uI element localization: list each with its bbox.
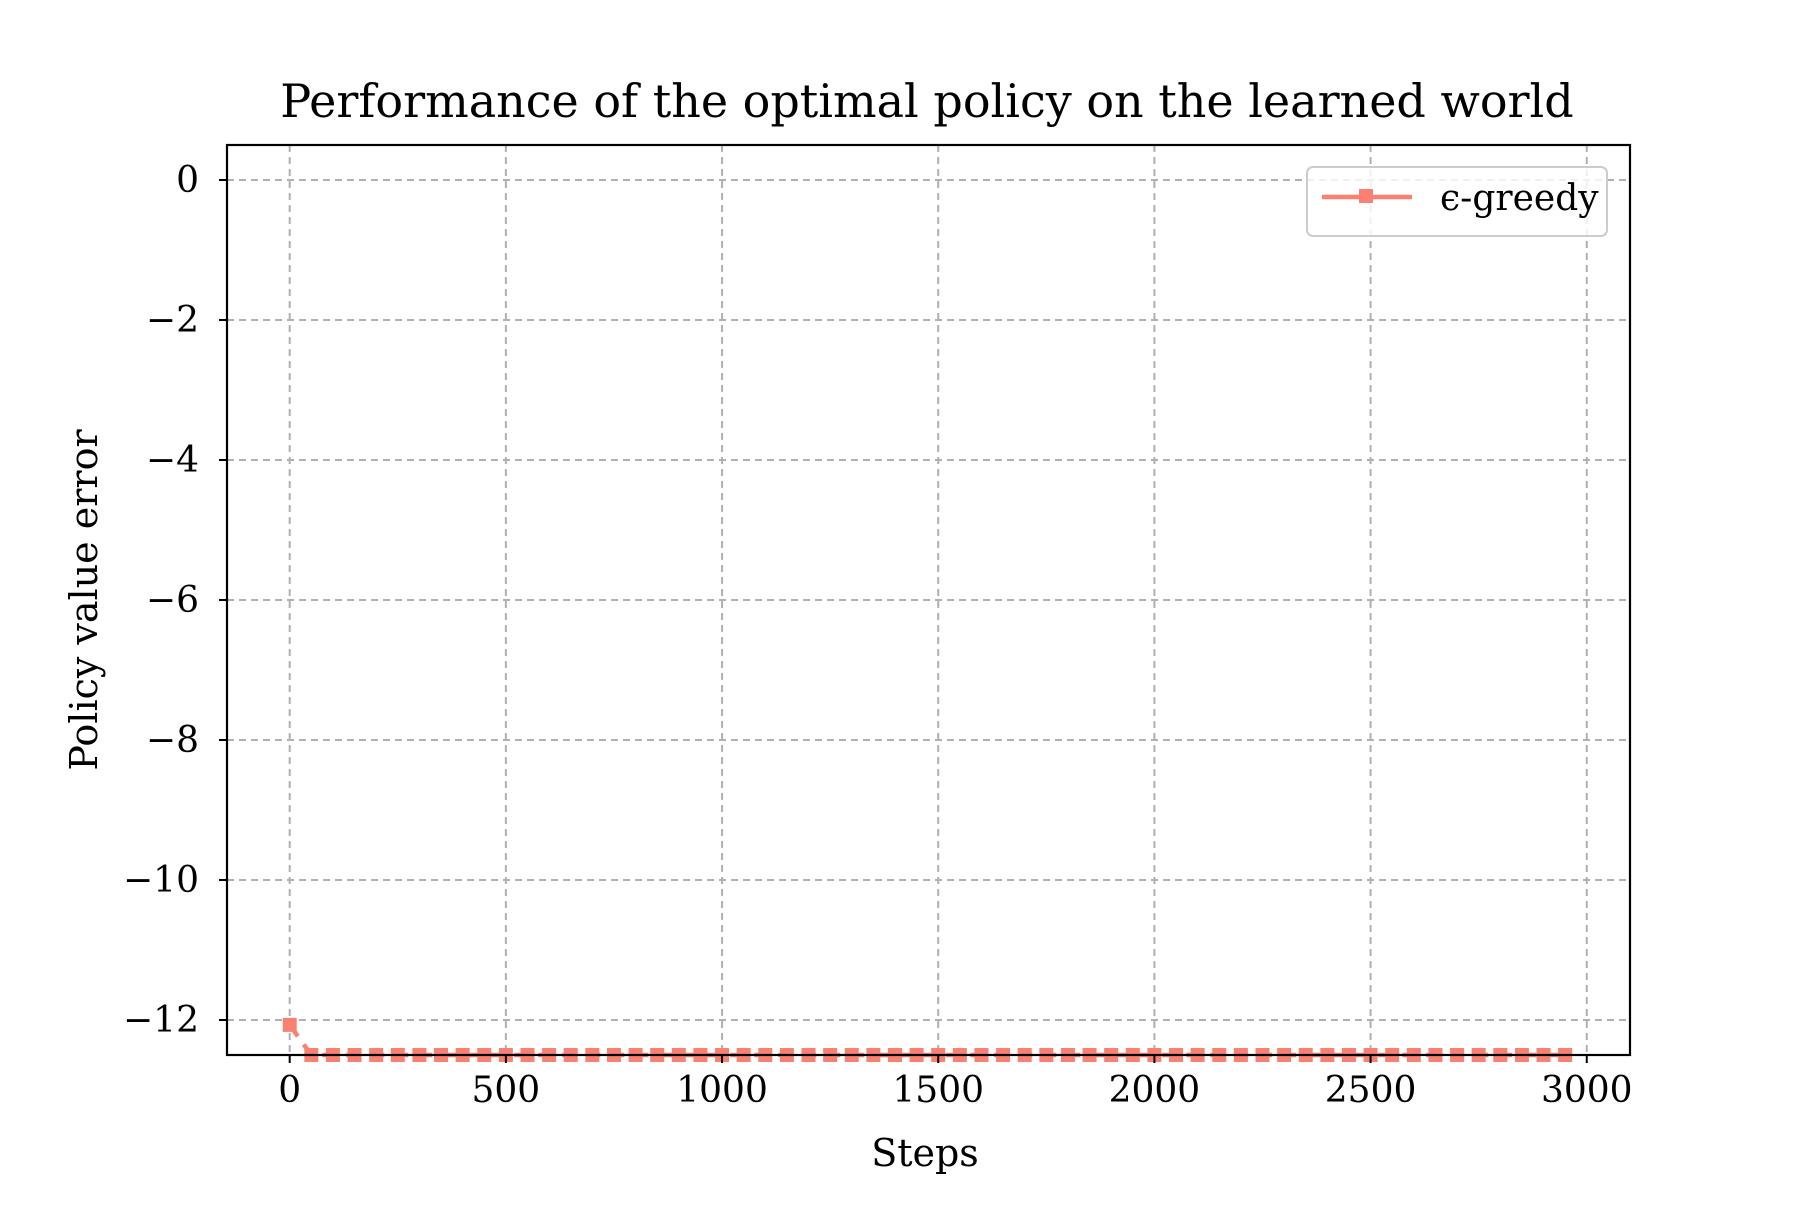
x-tick-label: 2500 [1325, 1070, 1417, 1111]
x-tick-label: 3000 [1541, 1070, 1633, 1111]
y-tick-label: −12 [123, 1000, 199, 1041]
x-tick-label: 500 [472, 1070, 541, 1111]
legend-box [1306, 166, 1608, 237]
x-tick-label: 2000 [1109, 1070, 1201, 1111]
legend-label: ϵ-greedy [1440, 178, 1599, 219]
legend-square-marker [1359, 189, 1373, 203]
y-tick-label: −6 [146, 580, 199, 621]
x-axis-title: Steps [871, 1131, 979, 1175]
y-axis: 0 −2 −4 −6 −8 −10 −12 [123, 160, 227, 1041]
y-tick-label: −4 [146, 440, 199, 481]
y-tick-label: −8 [146, 720, 199, 761]
data-point-marker [282, 1017, 297, 1032]
x-tick-label: 0 [278, 1070, 301, 1111]
x-tick-label: 1500 [892, 1070, 984, 1111]
y-tick-label: −10 [123, 860, 199, 901]
y-tick-label: −2 [146, 300, 199, 341]
y-tick-label: 0 [176, 160, 199, 201]
x-axis: 0 500 1000 1500 2000 2500 3000 [278, 1055, 1633, 1111]
grid [227, 145, 1630, 1055]
y-axis-title: Policy value error [62, 429, 106, 771]
chart-title: Performance of the optimal policy on the… [280, 74, 1573, 128]
x-tick-label: 1000 [676, 1070, 768, 1111]
legend: ϵ-greedy [1306, 166, 1608, 237]
